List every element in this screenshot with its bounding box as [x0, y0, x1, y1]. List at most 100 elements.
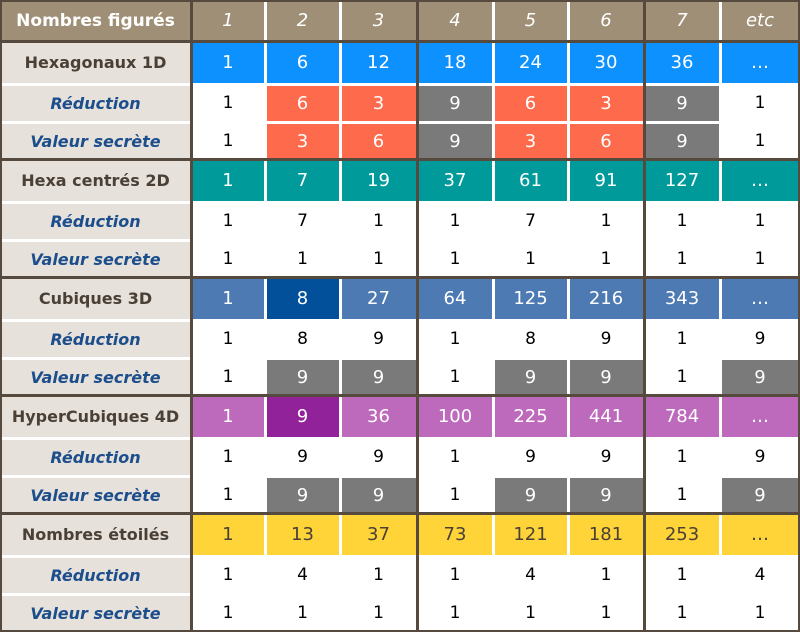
- sequence-cell: …: [721, 160, 799, 201]
- row-label: Réduction: [1, 557, 190, 593]
- divider-line: [0, 630, 800, 632]
- value-cell: 1: [418, 439, 492, 475]
- value-cell: 1: [192, 477, 264, 513]
- value-cell: 6: [569, 123, 643, 159]
- divider-line: [0, 276, 800, 279]
- value-cell: 1: [418, 595, 492, 631]
- sequence-cell: 27: [341, 278, 416, 319]
- sequence-cell: 253: [645, 514, 719, 555]
- sequence-cell: 7: [266, 160, 339, 201]
- sequence-cell: 784: [645, 396, 719, 437]
- value-cell: 6: [266, 85, 339, 121]
- value-cell: 6: [494, 85, 567, 121]
- sequence-cell: 30: [569, 42, 643, 83]
- sequence-cell: 216: [569, 278, 643, 319]
- value-cell: 1: [645, 557, 719, 593]
- value-cell: 9: [569, 321, 643, 357]
- sequence-cell: 121: [494, 514, 567, 555]
- value-cell: 1: [569, 241, 643, 277]
- value-cell: 1: [721, 203, 799, 239]
- value-cell: 9: [721, 359, 799, 395]
- sequence-cell: 37: [418, 160, 492, 201]
- row-label: Réduction: [1, 85, 190, 121]
- value-cell: 1: [645, 477, 719, 513]
- value-cell: 1: [341, 557, 416, 593]
- value-cell: 1: [569, 203, 643, 239]
- header-column: 7: [645, 1, 719, 40]
- row-label: Valeur secrète: [1, 359, 190, 395]
- header-column: etc: [721, 1, 799, 40]
- sequence-cell: 19: [341, 160, 416, 201]
- value-cell: 1: [192, 203, 264, 239]
- value-cell: 1: [341, 203, 416, 239]
- value-cell: 9: [418, 85, 492, 121]
- value-cell: 9: [266, 439, 339, 475]
- sequence-cell: 64: [418, 278, 492, 319]
- divider-line: [0, 158, 800, 161]
- header-title: Nombres figurés: [1, 1, 190, 40]
- divider-line: [416, 0, 419, 632]
- value-cell: 9: [418, 123, 492, 159]
- value-cell: 3: [266, 123, 339, 159]
- header-column: 6: [569, 1, 643, 40]
- value-cell: 1: [341, 595, 416, 631]
- value-cell: 9: [494, 359, 567, 395]
- value-cell: 9: [721, 321, 799, 357]
- value-cell: 9: [266, 477, 339, 513]
- row-label: Réduction: [1, 439, 190, 475]
- divider-line: [643, 0, 646, 632]
- sequence-cell: 73: [418, 514, 492, 555]
- divider-line: [0, 0, 2, 632]
- value-cell: 1: [721, 123, 799, 159]
- value-cell: 1: [645, 595, 719, 631]
- sequence-cell: 441: [569, 396, 643, 437]
- sequence-cell: 343: [645, 278, 719, 319]
- value-cell: 1: [192, 439, 264, 475]
- row-label: Valeur secrète: [1, 595, 190, 631]
- sequence-cell: …: [721, 514, 799, 555]
- value-cell: 9: [645, 85, 719, 121]
- value-cell: 9: [341, 321, 416, 357]
- row-label: Valeur secrète: [1, 477, 190, 513]
- value-cell: 1: [418, 359, 492, 395]
- sequence-cell: 1: [192, 278, 264, 319]
- value-cell: 9: [341, 477, 416, 513]
- sequence-cell: 1: [192, 396, 264, 437]
- sequence-cell: 181: [569, 514, 643, 555]
- value-cell: 8: [266, 321, 339, 357]
- sequence-cell: 13: [266, 514, 339, 555]
- value-cell: 1: [266, 595, 339, 631]
- sequence-cell: 18: [418, 42, 492, 83]
- sequence-cell: 8: [266, 278, 339, 319]
- value-cell: 1: [721, 85, 799, 121]
- group-title: HyperCubiques 4D: [1, 396, 190, 437]
- value-cell: 9: [341, 359, 416, 395]
- value-cell: 1: [418, 477, 492, 513]
- divider-line: [0, 512, 800, 515]
- value-cell: 1: [341, 241, 416, 277]
- sequence-cell: 9: [266, 396, 339, 437]
- sequence-cell: 100: [418, 396, 492, 437]
- value-cell: 1: [418, 241, 492, 277]
- value-cell: 1: [266, 241, 339, 277]
- divider-line: [0, 0, 800, 2]
- value-cell: 6: [341, 123, 416, 159]
- value-cell: 1: [721, 595, 799, 631]
- value-cell: 8: [494, 321, 567, 357]
- row-label: Valeur secrète: [1, 123, 190, 159]
- value-cell: 9: [266, 359, 339, 395]
- value-cell: 1: [418, 203, 492, 239]
- value-cell: 9: [645, 123, 719, 159]
- sequence-cell: 36: [341, 396, 416, 437]
- group-title: Hexa centrés 2D: [1, 160, 190, 201]
- value-cell: 1: [192, 359, 264, 395]
- value-cell: 1: [645, 241, 719, 277]
- value-cell: 1: [192, 123, 264, 159]
- divider-line: [0, 40, 800, 43]
- sequence-cell: 37: [341, 514, 416, 555]
- divider-line: [190, 0, 193, 632]
- value-cell: 1: [192, 241, 264, 277]
- divider-line: [798, 0, 800, 632]
- row-label: Valeur secrète: [1, 241, 190, 277]
